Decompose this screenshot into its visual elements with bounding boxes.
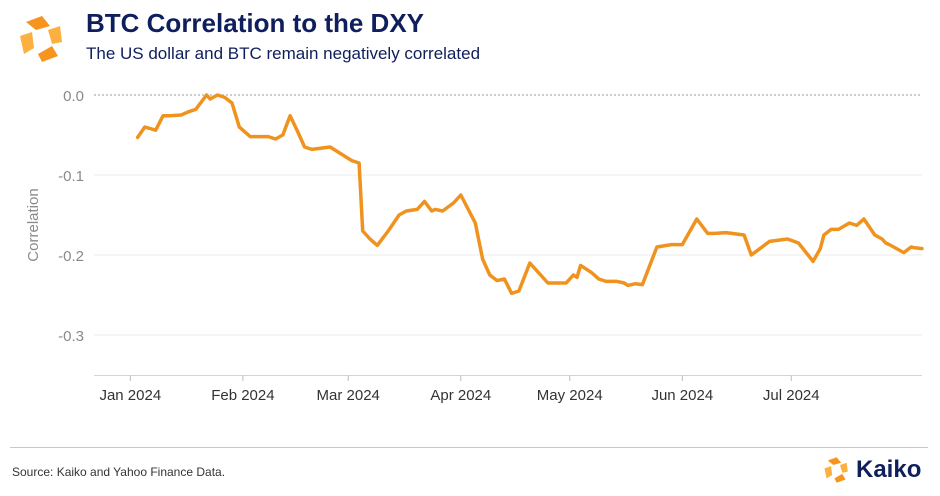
y-axis-title: Correlation: [25, 188, 42, 261]
footer-divider: [10, 447, 928, 448]
grid: [94, 94, 922, 336]
x-tick-label: Jul 2024: [763, 387, 820, 404]
x-tick-label: Mar 2024: [317, 387, 380, 404]
correlation-line-chart: 0.0 -0.1 -0.2 -0.3 Jan 2024 Feb 2024 Mar 2024 A…: [25, 88, 924, 404]
x-tick-label: Feb 2024: [211, 387, 274, 404]
chart-subtitle: The US dollar and BTC remain negatively …: [86, 44, 481, 63]
footer-brand: Kaiko: [820, 454, 921, 486]
x-tick-label: Jun 2024: [651, 387, 713, 404]
y-tick-label: 0.0: [63, 88, 84, 105]
chart-title: BTC Correlation to the DXY: [86, 8, 425, 38]
y-tick-label: -0.2: [58, 248, 84, 265]
y-tick-label: -0.3: [58, 328, 84, 345]
source-note: Source: Kaiko and Yahoo Finance Data.: [12, 465, 226, 479]
series-line-btc-dxy: [135, 93, 924, 296]
kaiko-logo-icon: [20, 16, 62, 62]
x-tick-label: Apr 2024: [430, 387, 491, 404]
x-tick-label: Jan 2024: [99, 387, 161, 404]
x-tick-label: May 2024: [537, 387, 603, 404]
axis-labels: 0.0 -0.1 -0.2 -0.3 Jan 2024 Feb 2024 Mar 2024 A…: [25, 88, 820, 404]
axes: [94, 375, 922, 381]
brand-name: Kaiko: [856, 456, 922, 483]
y-tick-label: -0.1: [58, 168, 84, 185]
kaiko-logo-icon: [824, 457, 848, 483]
